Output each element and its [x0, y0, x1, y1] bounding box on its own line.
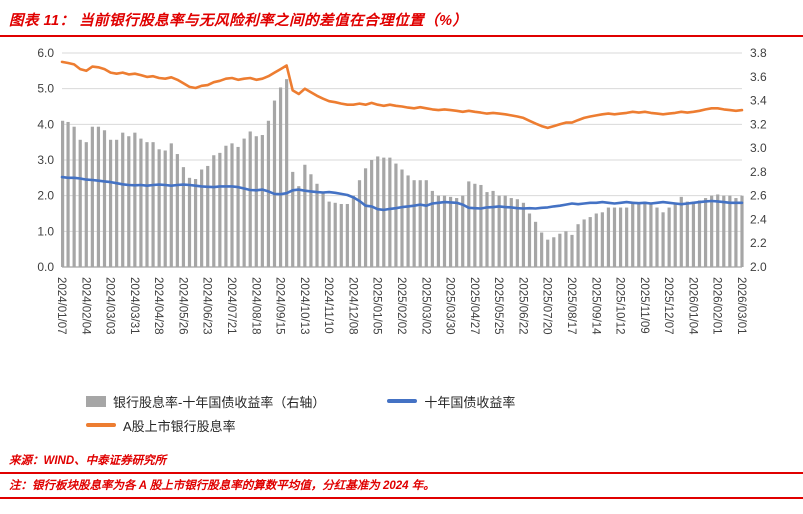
svg-text:2025/12/07: 2025/12/07 [662, 277, 674, 335]
gridlines [62, 52, 742, 268]
svg-text:2024/12/08: 2024/12/08 [346, 277, 358, 335]
footer: 来源：WIND、中泰证券研究所 注：银行板块股息率为各 A 股上市银行股息率的算… [0, 449, 803, 499]
svg-text:5.0: 5.0 [37, 82, 54, 96]
svg-text:2.6: 2.6 [750, 189, 767, 203]
svg-text:2025/03/02: 2025/03/02 [419, 277, 431, 335]
svg-text:2024/06/23: 2024/06/23 [201, 277, 213, 335]
svg-text:2024/05/26: 2024/05/26 [176, 277, 188, 335]
svg-text:2024/11/10: 2024/11/10 [322, 277, 334, 334]
legend-item-spread: 银行股息率-十年国债收益率（右轴） [86, 392, 325, 411]
legend-label-dividend: A股上市银行股息率 [123, 418, 236, 434]
svg-text:2025/06/22: 2025/06/22 [516, 277, 528, 335]
svg-text:3.6: 3.6 [750, 70, 767, 84]
svg-text:2026/01/04: 2026/01/04 [686, 277, 698, 335]
svg-text:2024/03/03: 2024/03/03 [104, 277, 116, 335]
svg-text:2024/03/31: 2024/03/31 [128, 277, 140, 335]
bar-swatch-icon [86, 395, 106, 407]
svg-text:2025/01/05: 2025/01/05 [371, 277, 383, 335]
svg-text:2024/10/13: 2024/10/13 [298, 277, 310, 335]
svg-text:1.0: 1.0 [37, 224, 54, 238]
svg-text:2.0: 2.0 [37, 189, 54, 203]
svg-text:2024/02/04: 2024/02/04 [79, 277, 91, 335]
bond-yield-line [60, 175, 744, 212]
svg-text:2.0: 2.0 [750, 260, 767, 274]
dividend-yield-line [60, 60, 744, 130]
legend-row-1: 银行股息率-十年国债收益率（右轴） 十年国债收益率 [86, 389, 803, 413]
blue-line-swatch-icon [387, 399, 418, 403]
svg-text:3.2: 3.2 [750, 117, 767, 131]
chart-title: 图表 11： 当前银行股息率与无风险利率之间的差值在合理位置（%） [9, 13, 468, 29]
svg-text:2024/01/07: 2024/01/07 [55, 277, 67, 335]
legend-label-bond: 十年国债收益率 [424, 394, 516, 410]
svg-text:2025/04/27: 2025/04/27 [468, 277, 480, 335]
svg-text:2026/03/01: 2026/03/01 [735, 277, 747, 335]
combo-chart: 6.0 5.0 4.0 3.0 2.0 1.0 0.0 3.8 3.6 3.4 3.2 3.0 2.8 2… [37, 46, 767, 335]
svg-text:2025/03/30: 2025/03/30 [444, 277, 456, 335]
legend-item-bond: 十年国债收益率 [387, 392, 515, 411]
svg-text:2024/08/18: 2024/08/18 [249, 277, 261, 335]
orange-line-swatch-icon [86, 423, 116, 427]
legend-row-2: A股上市银行股息率 [86, 413, 803, 437]
legend: 银行股息率-十年国债收益率（右轴） 十年国债收益率 A股上市银行股息率 [86, 389, 803, 437]
svg-text:2024/04/28: 2024/04/28 [152, 277, 164, 335]
source-line: 来源：WIND、中泰证券研究所 [9, 455, 167, 467]
y-axis-left-labels: 6.0 5.0 4.0 3.0 2.0 1.0 0.0 [37, 46, 54, 274]
svg-text:2025/05/25: 2025/05/25 [492, 277, 504, 335]
note-line: 注：银行板块股息率为各 A 股上市银行股息率的算数平均值，分红基准为 2024 … [9, 480, 435, 492]
svg-text:2025/10/12: 2025/10/12 [614, 277, 626, 335]
legend-item-dividend: A股上市银行股息率 [86, 416, 236, 435]
svg-text:2024/09/15: 2024/09/15 [274, 277, 286, 335]
svg-text:3.4: 3.4 [750, 94, 767, 108]
svg-text:2025/07/20: 2025/07/20 [541, 277, 553, 335]
svg-text:0.0: 0.0 [37, 260, 54, 274]
svg-text:2.2: 2.2 [750, 236, 767, 250]
svg-text:2026/02/01: 2026/02/01 [711, 277, 723, 335]
svg-text:3.0: 3.0 [37, 153, 54, 167]
svg-text:2.8: 2.8 [750, 165, 767, 179]
svg-text:4.0: 4.0 [37, 117, 54, 131]
svg-text:2025/11/09: 2025/11/09 [638, 277, 650, 334]
svg-text:2025/08/17: 2025/08/17 [565, 277, 577, 335]
title-rule [0, 35, 803, 37]
y-axis-right-labels: 3.8 3.6 3.4 3.2 3.0 2.8 2.6 2.4 2.2 2.0 [750, 46, 767, 274]
svg-text:3.0: 3.0 [750, 141, 767, 155]
svg-text:2024/07/21: 2024/07/21 [225, 277, 237, 335]
svg-text:6.0: 6.0 [37, 46, 54, 60]
svg-text:2025/09/14: 2025/09/14 [589, 277, 601, 335]
footer-rule-1 [0, 472, 803, 474]
spread-bars [61, 79, 744, 268]
svg-text:3.8: 3.8 [750, 46, 767, 60]
footer-rule-2 [0, 497, 803, 499]
svg-text:2.4: 2.4 [750, 212, 767, 226]
legend-label-spread: 银行股息率-十年国债收益率（右轴） [113, 394, 326, 410]
svg-text:2025/02/02: 2025/02/02 [395, 277, 407, 335]
x-axis-labels: 2024/01/07 2024/02/04 2024/03/03 2024/03/31… [55, 277, 747, 335]
